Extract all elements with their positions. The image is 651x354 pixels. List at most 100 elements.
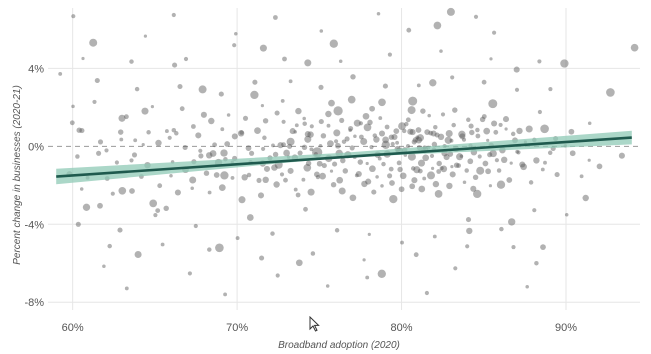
scatter-point [293,130,297,134]
scatter-point [408,96,418,106]
scatter-point [618,152,625,159]
scatter-point [381,140,390,149]
scatter-point [281,142,286,148]
scatter-point [286,137,295,146]
scatter-point [467,158,474,165]
scatter-point [447,151,454,157]
scatter-point [579,174,584,179]
scatter-point [440,112,446,117]
scatter-point [287,167,294,174]
scatter-point [212,142,218,148]
scatter-point [71,104,75,109]
scatter-point [465,244,470,249]
scatter-point [260,104,264,108]
scatter-point [114,160,119,165]
scatter-point [587,158,591,162]
scatter-point [141,143,145,147]
scatter-point [384,124,390,130]
scatter-point [432,180,440,188]
scatter-point [489,57,493,61]
scatter-point [239,130,244,135]
scatter-point [129,59,134,64]
scatter-point [532,208,537,213]
scatter-point [494,158,499,163]
scatter-point [107,243,112,249]
scatter-point [409,183,416,190]
scatter-point [329,169,334,173]
scatter-point [342,168,349,174]
scatter-point [365,161,369,166]
scatter-point [174,131,179,136]
scatter-point [513,66,520,73]
scatter-point [453,162,460,168]
scatter-point [250,90,259,100]
scatter-point [334,228,340,233]
scatter-point [318,119,324,125]
scatter-point [195,132,202,139]
scatter-point [405,117,411,123]
scatter-point [246,172,252,178]
scatter-point [462,180,467,184]
y-tick-label: -8% [24,297,44,309]
scatter-point [281,119,286,124]
scatter-point [349,194,357,202]
scatter-point [338,187,346,195]
scatter-point [596,163,603,170]
scatter-point [398,186,405,193]
scatter-point [133,138,138,143]
scatter-point [333,129,341,137]
scatter-point [569,150,576,157]
scatter-point [361,180,368,188]
scatter-point [76,127,82,133]
scatter-point [273,15,278,20]
scatter-point [163,205,169,212]
scatter-point [256,177,262,183]
scatter-point [353,119,361,127]
scatter-point [540,167,545,172]
scatter-point [465,217,472,223]
scatter-point [407,128,414,135]
scatter-point [514,87,520,92]
scatter-point [58,71,63,76]
scatter-point [473,189,482,199]
scatter-point [169,174,173,178]
scatter-point [134,250,142,259]
scatter-point [388,134,395,140]
y-tick-label: 4% [28,63,44,75]
scatter-point [434,132,440,138]
scatter-point [289,128,296,135]
scatter-point [359,134,364,140]
scatter-point [97,139,104,145]
scatter-point [422,154,430,162]
scatter-point [453,266,458,271]
scatter-point [362,112,370,120]
scatter-point [520,163,527,171]
scatter-point [409,129,416,136]
scatter-point [171,127,177,133]
scatter-point [424,129,431,135]
scatter-point [157,183,163,189]
scatter-point [475,133,481,139]
scatter-point [449,138,454,143]
scatter-point [177,83,183,90]
scatter-point [307,188,315,196]
scatter-point [389,194,398,204]
scatter-point [246,214,254,221]
scatter-point [380,184,384,188]
scatter-point [433,124,438,130]
scatter-point [347,95,356,104]
scatter-point [456,153,464,161]
scatter-point [496,180,506,189]
scatter-point [547,150,553,156]
scatter-point [149,199,158,208]
scatter-point [279,172,285,177]
scatter-point [124,114,129,120]
scatter-point [129,188,135,194]
scatter-point [301,177,306,182]
scatter-point [294,123,299,128]
scatter-point [237,130,245,137]
scatter-point [525,285,529,289]
scatter-point [150,105,154,109]
scatter-point [213,172,220,178]
